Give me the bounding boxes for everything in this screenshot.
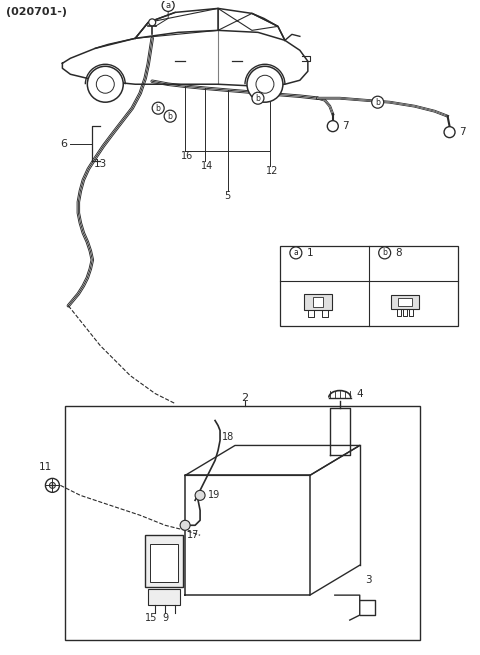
Bar xyxy=(397,298,412,306)
Bar xyxy=(65,405,420,640)
Circle shape xyxy=(162,0,174,11)
Circle shape xyxy=(46,478,60,493)
Circle shape xyxy=(164,110,176,122)
Text: 11: 11 xyxy=(38,462,52,472)
Text: (020701-): (020701-) xyxy=(5,7,67,18)
Text: 14: 14 xyxy=(201,161,213,171)
Text: 2: 2 xyxy=(241,392,249,403)
Text: 5: 5 xyxy=(224,191,230,201)
Text: 15: 15 xyxy=(145,613,157,623)
Circle shape xyxy=(444,126,455,138)
Text: b: b xyxy=(382,248,387,257)
Bar xyxy=(391,295,419,309)
Circle shape xyxy=(96,75,114,93)
Text: 13: 13 xyxy=(93,159,107,169)
Text: b: b xyxy=(255,94,260,103)
Circle shape xyxy=(372,96,384,108)
Circle shape xyxy=(152,102,164,114)
Circle shape xyxy=(195,491,205,500)
Text: 1: 1 xyxy=(307,248,313,258)
Bar xyxy=(145,535,183,587)
Circle shape xyxy=(49,482,55,489)
Circle shape xyxy=(149,19,156,26)
Circle shape xyxy=(87,66,123,102)
Circle shape xyxy=(327,121,338,132)
Circle shape xyxy=(256,75,274,93)
Text: 6: 6 xyxy=(60,139,67,149)
Text: 17: 17 xyxy=(187,531,200,540)
Circle shape xyxy=(247,66,283,102)
Text: b: b xyxy=(168,111,173,121)
Text: b: b xyxy=(156,103,161,113)
Bar xyxy=(280,246,457,326)
Text: 4: 4 xyxy=(357,388,363,399)
Circle shape xyxy=(180,520,190,531)
Text: a: a xyxy=(293,248,298,257)
Text: a: a xyxy=(166,1,171,10)
Text: 12: 12 xyxy=(266,166,278,176)
Text: b: b xyxy=(375,98,380,107)
Text: 16: 16 xyxy=(181,151,193,161)
Bar xyxy=(313,297,323,307)
Text: 7: 7 xyxy=(459,127,466,137)
Circle shape xyxy=(379,247,391,259)
Bar xyxy=(148,589,180,605)
Bar xyxy=(304,294,332,310)
Text: 3: 3 xyxy=(365,575,372,585)
Circle shape xyxy=(290,247,302,259)
Text: 9: 9 xyxy=(162,613,168,623)
Text: 7: 7 xyxy=(342,121,348,131)
Text: 18: 18 xyxy=(222,432,234,443)
Circle shape xyxy=(252,92,264,104)
Bar xyxy=(150,544,178,582)
Text: 8: 8 xyxy=(396,248,402,258)
Text: 19: 19 xyxy=(208,491,220,500)
